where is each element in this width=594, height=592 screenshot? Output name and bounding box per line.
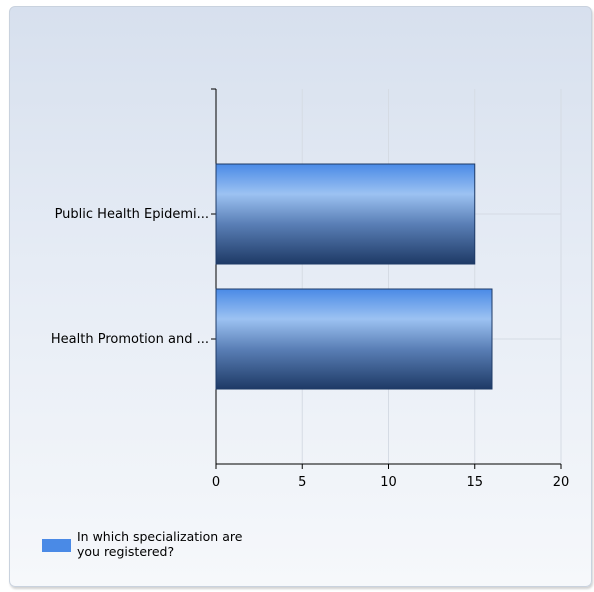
x-tick-label-1: 5 bbox=[298, 475, 306, 490]
legend-label: In which specialization are you register… bbox=[77, 529, 243, 559]
legend-swatch bbox=[42, 539, 71, 552]
labels: 0 5 10 15 20 Public Health Epidemi... Health P… bbox=[51, 207, 569, 490]
axes bbox=[211, 88, 562, 469]
category-label-2: Health Promotion and ... bbox=[51, 332, 209, 347]
grid-lines bbox=[216, 89, 562, 464]
category-label-1: Public Health Epidemi... bbox=[55, 207, 209, 222]
bars bbox=[215, 163, 493, 390]
bar-2 bbox=[215, 288, 493, 390]
x-tick-label-4: 20 bbox=[553, 475, 570, 490]
x-tick-label-2: 10 bbox=[380, 475, 397, 490]
x-tick-label-3: 15 bbox=[466, 475, 483, 490]
legend: In which specialization are you register… bbox=[42, 529, 262, 559]
bar-1 bbox=[215, 163, 476, 265]
x-tick-label-0: 0 bbox=[212, 475, 220, 490]
